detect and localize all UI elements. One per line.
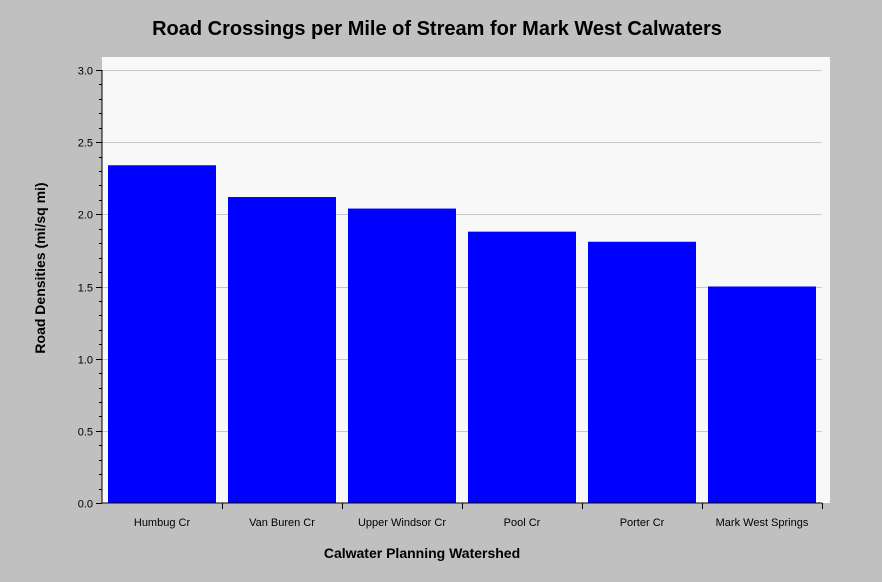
x-tick-label: Mark West Springs: [716, 517, 809, 529]
y-tick-label: 1.0: [78, 355, 93, 367]
bar: [588, 241, 696, 504]
y-tick-label: 1.5: [78, 283, 93, 295]
y-tick-label: 2.5: [78, 138, 93, 150]
x-tick-label: Pool Cr: [504, 517, 541, 529]
chart-title: Road Crossings per Mile of Stream for Ma…: [152, 18, 722, 40]
bar: [228, 197, 336, 503]
y-tick-label: 2.0: [78, 210, 93, 222]
bar: [108, 165, 216, 503]
y-tick-label: 3.0: [78, 66, 93, 78]
x-tick-label: Van Buren Cr: [249, 517, 315, 529]
x-axis-title: Calwater Planning Watershed: [323, 545, 521, 561]
bar: [348, 208, 456, 503]
grid-lines: [102, 70, 822, 504]
bar: [468, 231, 576, 504]
y-tick-label: 0.5: [78, 427, 93, 439]
y-axis-ticks: 0.0 0.5 1.0 1.5 2.0 2.5 3.0: [78, 66, 102, 511]
x-tick-label: Upper Windsor Cr: [358, 517, 446, 529]
x-axis-ticks: Humbug Cr Van Buren Cr Upper Windsor Cr Poo…: [134, 503, 823, 529]
bars: [108, 165, 816, 504]
x-tick-label: Porter Cr: [620, 517, 665, 529]
x-tick-label: Humbug Cr: [134, 517, 191, 529]
y-tick-label: 0.0: [78, 499, 93, 511]
bar: [708, 286, 816, 503]
